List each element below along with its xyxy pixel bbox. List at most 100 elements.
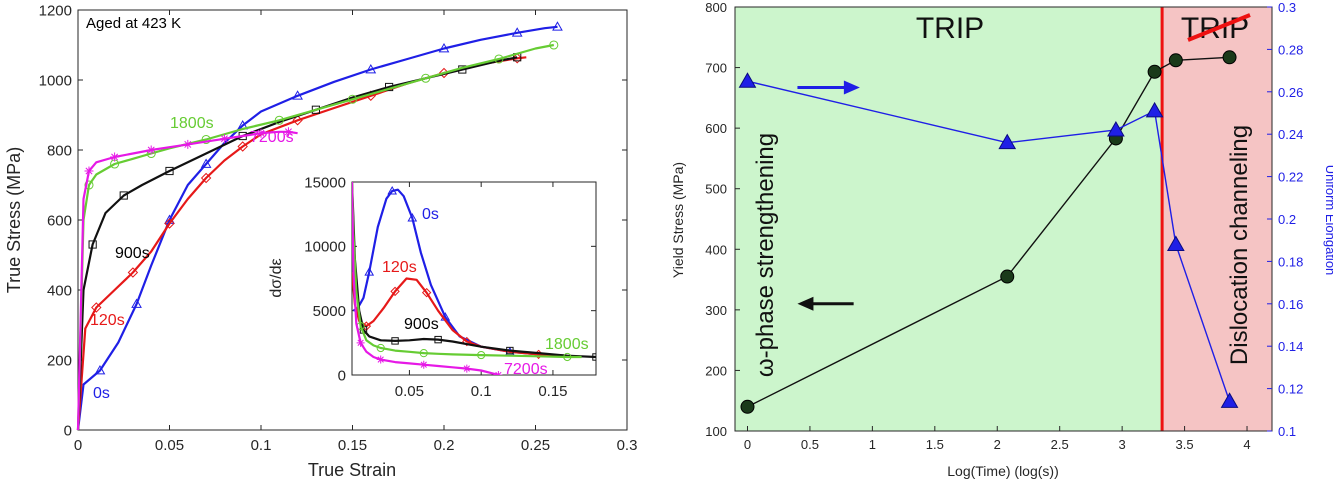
label-120s-inset: 120s	[382, 259, 417, 276]
inset-marker-120s	[462, 336, 472, 347]
inset-y-axis-label: dσ/dε	[268, 258, 285, 297]
left-marker-7200s	[219, 134, 229, 144]
label-7200s-inset: 7200s	[504, 361, 548, 378]
inset-marker-7200s	[356, 338, 365, 347]
left-y-tick-label: 400	[47, 282, 72, 299]
left-marker-1800s	[494, 54, 504, 64]
left-marker-0s	[438, 42, 450, 53]
right-y-tick-label: 700	[705, 61, 727, 76]
right-y-tick-label: 100	[705, 424, 727, 439]
inset-series-group	[352, 182, 596, 375]
inset-clipped-series	[352, 182, 596, 375]
right-y2-tick-label: 0.28	[1278, 42, 1303, 57]
right-y2-tick-label: 0.3	[1278, 0, 1296, 15]
inset-marker-7200s	[462, 364, 471, 373]
region-label-trip-green: TRIP	[916, 12, 984, 45]
yield-stress-marker	[1168, 53, 1183, 68]
label-7200s-main: 7200s	[250, 129, 294, 146]
uniform-elongation-marker	[1166, 235, 1185, 251]
left-y-tick-label: 200	[47, 352, 72, 369]
left-marker-7200s	[283, 127, 293, 137]
inset-line-1800s	[352, 182, 582, 359]
left-marker-1800s	[84, 180, 94, 190]
right-y-tick-label: 300	[705, 303, 727, 318]
inset-axis-ticks: 0.05 0.1 0.15 0 5000 10000 15000	[304, 174, 596, 400]
inset-x-tick-label: 0.15	[538, 383, 567, 400]
label-0s-main: 0s	[93, 385, 110, 402]
left-marker-0s	[552, 21, 563, 31]
yield-stress-marker	[740, 399, 755, 414]
inset-line-900s	[352, 182, 596, 359]
inset-marker-900s	[434, 335, 442, 344]
right-y2-tick-label: 0.2	[1278, 212, 1296, 227]
left-x-tick-label: 0.3	[617, 437, 638, 454]
stress-strain-chart: 0 0.05 0.1 0.15 0.2 0.25 0.3 0 200 400 600 800 1000 1…	[4, 2, 637, 480]
left-y-tick-label: 800	[47, 142, 72, 159]
trip-region-red	[1162, 7, 1272, 431]
inset-marker-1800s	[563, 352, 572, 362]
trip-strikethrough	[1187, 13, 1251, 42]
inset-marker-1800s	[376, 343, 385, 353]
uniform-elongation-marker	[1107, 120, 1125, 137]
left-x-tick-label: 0.1	[251, 437, 272, 454]
right-x-tick-label: 3	[1119, 437, 1126, 452]
uniform-elongation-line	[747, 80, 1231, 402]
right-y2-tick-label: 0.18	[1278, 254, 1303, 269]
right-x-tick-label: 1.5	[926, 437, 944, 452]
label-0s-inset: 0s	[422, 206, 439, 223]
inset-marker-0s	[387, 185, 398, 195]
right-y-tick-label: 400	[705, 242, 727, 257]
trip-region-green	[735, 7, 1163, 431]
uniform-elongation-marker	[738, 72, 757, 88]
inset-line-7200s	[352, 182, 499, 375]
aging-annotation: Aged at 423 K	[86, 15, 181, 32]
left-x-tick-label: 0	[74, 437, 82, 454]
right-x-tick-label: 2.5	[1051, 437, 1069, 452]
inset-marker-900s	[592, 353, 596, 361]
inset-marker-7200s	[419, 360, 428, 369]
left-series-group	[76, 21, 563, 431]
left-marker-900s	[119, 191, 128, 200]
right-y-tick-label: 500	[705, 182, 727, 197]
right-y2-tick-label: 0.12	[1278, 382, 1303, 397]
left-marker-7200s	[110, 152, 120, 162]
left-marker-0s	[365, 63, 377, 74]
left-marker-0s	[131, 298, 142, 308]
right-y2-tick-label: 0.26	[1278, 85, 1303, 100]
left-marker-0s	[511, 27, 523, 37]
left-y-axis-label: True Stress (MPa)	[4, 147, 24, 293]
right-y2-tick-label: 0.14	[1278, 339, 1303, 354]
label-1800s-main: 1800s	[170, 115, 214, 132]
left-marker-900s	[165, 166, 174, 176]
inset-marker-120s	[390, 286, 400, 297]
inset-marker-120s	[421, 287, 432, 298]
left-marker-7200s	[183, 139, 193, 149]
inset-y-tick-label: 15000	[304, 174, 346, 191]
left-marker-7200s	[146, 145, 156, 155]
uniform-elongation-marker	[1145, 101, 1164, 118]
left-marker-0s	[200, 158, 212, 168]
left-marker-0s	[292, 90, 303, 100]
right-y2-axis-label: Uniform Elongation	[1323, 165, 1333, 276]
yield-stress-line	[747, 56, 1230, 408]
right-x-tick-label: 2	[994, 437, 1001, 452]
left-x-tick-label: 0.15	[338, 437, 367, 454]
label-900s-inset: 900s	[404, 316, 439, 333]
left-marker-1800s	[549, 40, 559, 50]
right-y-tick-label: 600	[705, 121, 727, 136]
right-y-tick-label: 800	[705, 0, 727, 15]
left-y-tick-label: 600	[47, 212, 72, 229]
right-y2-tick-label: 0.16	[1278, 297, 1303, 312]
left-x-axis-label: True Strain	[308, 460, 396, 480]
left-marker-1800s	[201, 134, 211, 145]
left-marker-900s	[88, 240, 97, 249]
arrow-left-head	[797, 296, 814, 311]
left-y-tick-label: 1200	[39, 2, 72, 19]
right-y2-tick-label: 0.22	[1278, 170, 1303, 185]
inset-marker-1800s	[477, 350, 486, 360]
uniform-elongation-marker	[1220, 392, 1239, 408]
label-1800s-inset: 1800s	[545, 336, 589, 353]
dislocation-channeling-label: Dislocation channeling	[1226, 125, 1253, 365]
left-x-tick-label: 0.2	[434, 437, 455, 454]
